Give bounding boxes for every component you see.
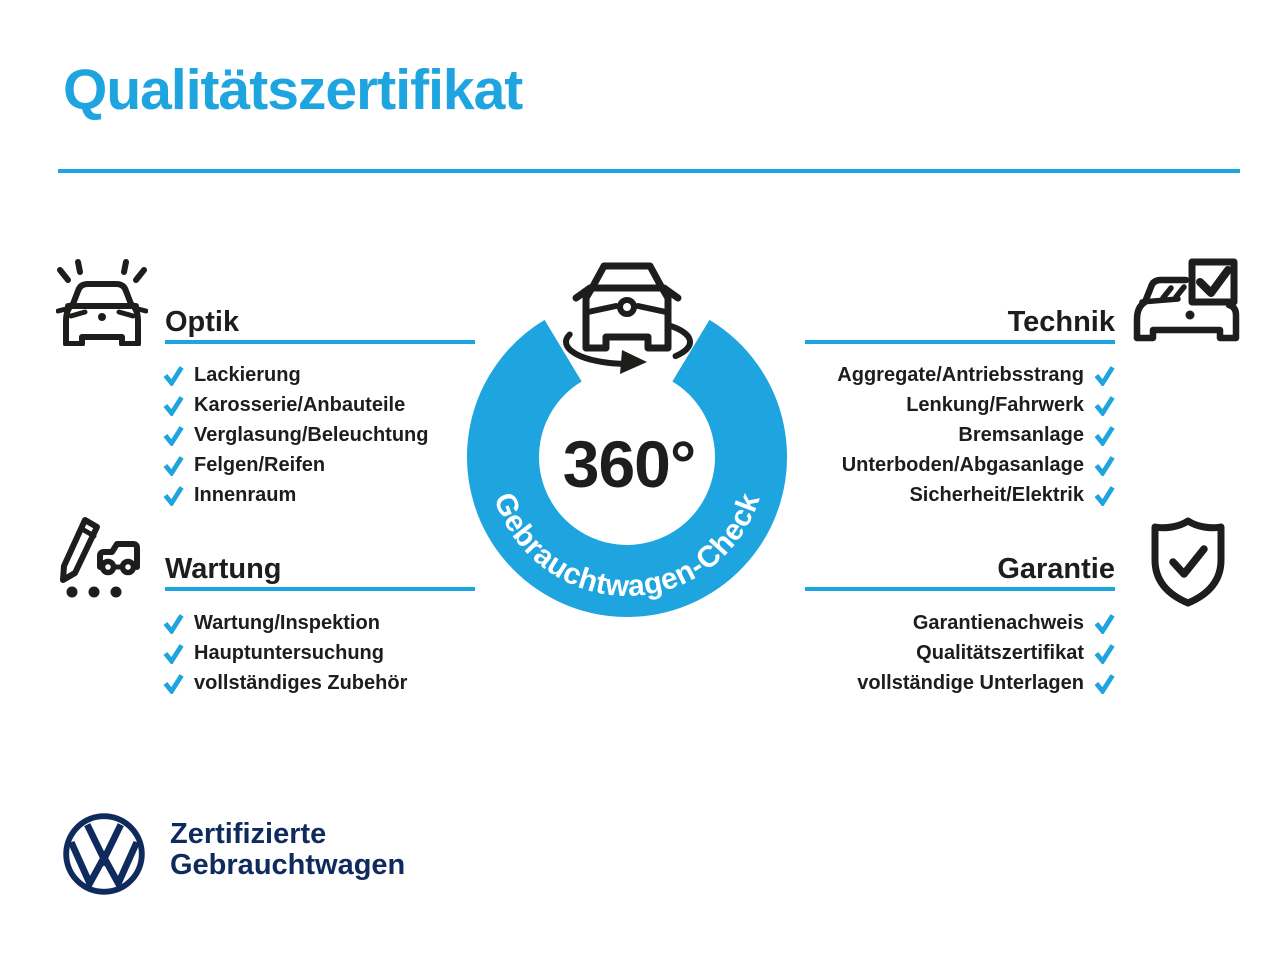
- check-icon: [1094, 673, 1115, 694]
- checklist-item-label: Qualitätszertifikat: [916, 641, 1084, 664]
- check-icon: [163, 613, 184, 634]
- check-icon: [163, 455, 184, 476]
- check-icon: [163, 365, 184, 386]
- checklist-item: vollständige Unterlagen: [857, 668, 1115, 698]
- checklist-item: Unterboden/Abgasanlage: [842, 450, 1115, 480]
- check-icon: [1094, 425, 1115, 446]
- brand-claim: Zertifizierte Gebrauchtwagen: [170, 819, 405, 881]
- checklist-item-label: Lenkung/Fahrwerk: [906, 393, 1084, 416]
- checklist-wartung: Wartung/Inspektion Hauptuntersuchung vol…: [163, 608, 407, 698]
- checklist-item-label: Bremsanlage: [958, 423, 1084, 446]
- page-title: Qualitätszertifikat: [63, 58, 523, 122]
- checklist-item: Innenraum: [163, 480, 428, 510]
- checklist-item-label: Garantienachweis: [912, 611, 1084, 634]
- check-icon: [163, 425, 184, 446]
- vw-logo: [62, 812, 146, 896]
- checklist-item: Lackierung: [163, 360, 428, 390]
- checklist-item-label: Hauptuntersuchung: [194, 641, 384, 664]
- checklist-item: Felgen/Reifen: [163, 450, 428, 480]
- checklist-item: Hauptuntersuchung: [163, 638, 407, 668]
- section-divider-garantie: [805, 587, 1115, 591]
- checklist-item-label: Felgen/Reifen: [194, 453, 326, 476]
- checklist-item-label: Karosserie/Anbauteile: [194, 393, 406, 416]
- check-icon: [1094, 365, 1115, 386]
- brand-claim-line1: Zertifizierte: [170, 818, 327, 850]
- pencil-van-icon: [56, 516, 148, 602]
- brand-claim-line2: Gebrauchtwagen: [170, 849, 406, 881]
- section-heading-technik: Technik: [805, 298, 1115, 338]
- checklist-garantie: Garantienachweis Qualitätszertifikat vol…: [700, 608, 1115, 698]
- checklist-item-label: vollständige Unterlagen: [857, 671, 1084, 694]
- car-front-rotation-icon: [563, 262, 693, 374]
- checklist-item-label: Aggregate/Antriebsstrang: [837, 363, 1084, 386]
- section-divider-optik: [165, 340, 475, 344]
- header-divider: [58, 169, 1240, 173]
- checklist-item: Qualitätszertifikat: [916, 638, 1115, 668]
- checklist-item-label: Verglasung/Beleuchtung: [194, 423, 429, 446]
- check-icon: [163, 485, 184, 506]
- check-icon: [163, 395, 184, 416]
- checklist-technik: Aggregate/Antriebsstrang Lenkung/Fahrwer…: [700, 360, 1115, 510]
- checklist-item: vollständiges Zubehör: [163, 668, 407, 698]
- degree-text: 360°: [563, 427, 696, 501]
- ring-arc: [467, 319, 787, 617]
- checklist-item: Karosserie/Anbauteile: [163, 390, 428, 420]
- section-divider-technik: [805, 340, 1115, 344]
- checklist-item-label: Lackierung: [194, 363, 301, 386]
- shield-check-icon: [1148, 516, 1228, 608]
- checklist-item: Bremsanlage: [958, 420, 1115, 450]
- badge-360-check: Gebrauchtwagen-Check 360°: [440, 250, 820, 650]
- check-icon: [163, 673, 184, 694]
- checklist-item-label: Sicherheit/Elektrik: [909, 483, 1084, 506]
- section-heading-garantie: Garantie: [805, 545, 1115, 585]
- checklist-item: Lenkung/Fahrwerk: [906, 390, 1115, 420]
- checklist-item: Wartung/Inspektion: [163, 608, 407, 638]
- checklist-item: Aggregate/Antriebsstrang: [837, 360, 1115, 390]
- checklist-optik: Lackierung Karosserie/Anbauteile Verglas…: [163, 360, 428, 510]
- car-checkbox-icon: [1132, 258, 1240, 342]
- checklist-item-label: Wartung/Inspektion: [194, 611, 380, 634]
- check-icon: [1094, 485, 1115, 506]
- check-icon: [1094, 395, 1115, 416]
- car-shine-icon: [56, 258, 148, 346]
- section-label: Garantie: [997, 553, 1115, 585]
- checklist-item: Sicherheit/Elektrik: [909, 480, 1115, 510]
- check-icon: [1094, 613, 1115, 634]
- checklist-item: Garantienachweis: [913, 608, 1115, 638]
- checklist-item-label: vollständiges Zubehör: [194, 671, 408, 694]
- section-heading-optik: Optik: [165, 298, 475, 338]
- checklist-item-label: Innenraum: [194, 483, 297, 506]
- checklist-item: Verglasung/Beleuchtung: [163, 420, 428, 450]
- section-divider-wartung: [165, 587, 475, 591]
- section-label: Optik: [165, 306, 240, 338]
- checklist-item-label: Unterboden/Abgasanlage: [841, 453, 1084, 476]
- check-icon: [1094, 643, 1115, 664]
- check-icon: [1094, 455, 1115, 476]
- section-label: Wartung: [165, 553, 282, 585]
- section-label: Technik: [1007, 306, 1115, 338]
- section-heading-wartung: Wartung: [165, 545, 475, 585]
- check-icon: [163, 643, 184, 664]
